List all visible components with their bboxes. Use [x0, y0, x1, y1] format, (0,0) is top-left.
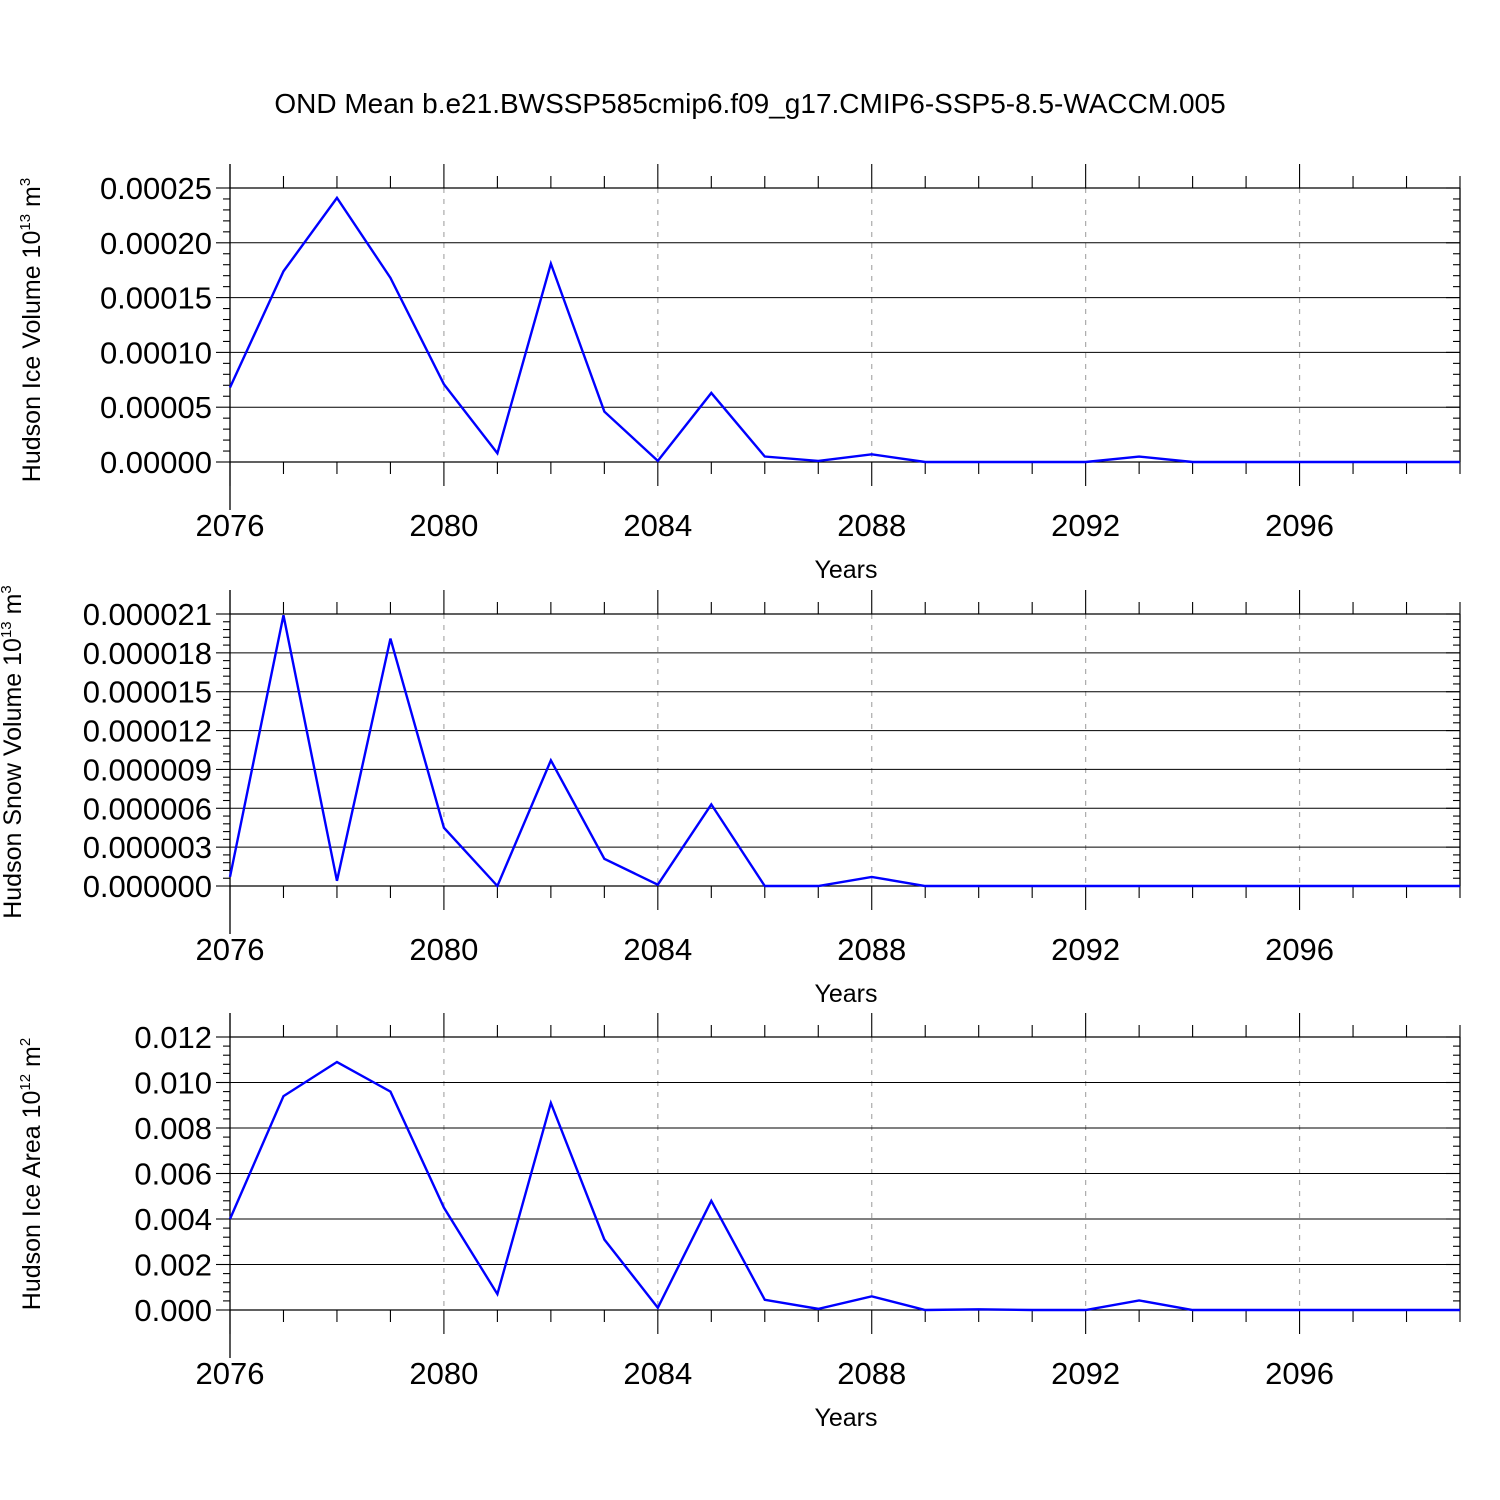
- y-tick-label: 0.012: [134, 1020, 212, 1055]
- x-tick-label: 2084: [623, 932, 692, 967]
- x-tick-label: 2080: [409, 508, 478, 543]
- x-tick-label: 2080: [409, 932, 478, 967]
- x-tick-label: 2076: [196, 508, 265, 543]
- y-tick-label: 0.000015: [83, 675, 212, 710]
- y-tick-label: 0.000000: [83, 869, 212, 904]
- x-tick-label: 2088: [837, 1356, 906, 1391]
- y-axis-title: Hudson Ice Area 1012 m2: [17, 1038, 46, 1310]
- x-tick-label: 2084: [623, 508, 692, 543]
- x-tick-label: 2092: [1051, 1356, 1120, 1391]
- x-tick-label: 2080: [409, 1356, 478, 1391]
- x-axis-title: Years: [814, 556, 877, 584]
- x-tick-label: 2084: [623, 1356, 692, 1391]
- chart-panel-2: 0.000000 0.000003 0.000006 0.0000090.000012…: [0, 585, 1461, 1008]
- series-line: [228, 1060, 1460, 1312]
- y-tick-label: 0.008: [134, 1111, 212, 1146]
- y-tick-label: 0.000021: [83, 597, 212, 632]
- x-tick-label: 2096: [1265, 1356, 1334, 1391]
- x-axis-title: Years: [814, 1404, 877, 1432]
- chart-panel-1: 0.00000 0.00005 0.00010 0.00015 0.00020 0.000…: [17, 164, 1461, 584]
- chart-title: OND Mean b.e21.BWSSP585cmip6.f09_g17.CMI…: [274, 88, 1226, 119]
- y-tick-label: 0.00025: [100, 171, 212, 206]
- x-tick-label: 2092: [1051, 932, 1120, 967]
- x-tick-label: 2076: [196, 1356, 265, 1391]
- y-tick-label: 0.000003: [83, 830, 212, 865]
- x-tick-label: 2076: [196, 932, 265, 967]
- y-tick-label: 0.00000: [100, 445, 212, 480]
- y-tick-label: 0.00005: [100, 390, 212, 425]
- y-tick-label: 0.000006: [83, 791, 212, 826]
- y-axis-title: Hudson Ice Volume 1013 m3: [17, 178, 46, 482]
- y-tick-label: 0.00010: [100, 335, 212, 370]
- x-axis-title: Years: [814, 980, 877, 1008]
- y-tick-label: 0.00020: [100, 226, 212, 261]
- y-tick-label: 0.000018: [83, 636, 212, 671]
- y-tick-label: 0.010: [134, 1066, 212, 1101]
- x-tick-label: 2096: [1265, 932, 1334, 967]
- series-line: [228, 615, 1460, 889]
- y-tick-label: 0.000009: [83, 752, 212, 787]
- x-tick-label: 2088: [837, 932, 906, 967]
- y-tick-label: 0.00015: [100, 281, 212, 316]
- series-line: [228, 195, 1460, 464]
- x-tick-label: 2088: [837, 508, 906, 543]
- x-tick-label: 2096: [1265, 508, 1334, 543]
- y-tick-label: 0.004: [134, 1202, 212, 1237]
- y-tick-label: 0.000: [134, 1293, 212, 1328]
- x-tick-label: 2092: [1051, 508, 1120, 543]
- chart-panel-3: 0.000 0.002 0.004 0.006 0.008 0.010 0.012 2076 2…: [17, 1013, 1461, 1432]
- y-tick-label: 0.000012: [83, 714, 212, 749]
- y-tick-label: 0.006: [134, 1157, 212, 1192]
- y-tick-label: 0.002: [134, 1248, 212, 1283]
- y-axis-title: Hudson Snow Volume 1013 m3: [0, 585, 27, 919]
